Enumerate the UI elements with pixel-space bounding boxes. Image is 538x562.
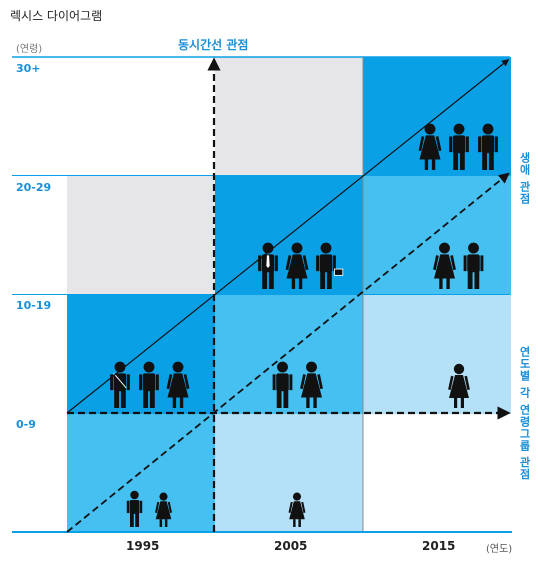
- figure-man-phone: [272, 361, 293, 408]
- cell-r0-c1: [215, 414, 363, 533]
- figure-group-0: [126, 490, 172, 527]
- age-axis-unit: (연령): [16, 44, 43, 55]
- diagram-title: 렉시스 다이어그램: [10, 9, 103, 23]
- age-label-20-29: 20-29: [16, 181, 52, 194]
- cell-r1-c1: [215, 295, 363, 414]
- year-label-2015: 2015: [422, 539, 456, 553]
- figure-man-tie: [258, 242, 278, 289]
- life-course-diagonal: [66, 59, 510, 414]
- figure-woman: [418, 123, 442, 170]
- figure-student-backpack: [139, 361, 159, 408]
- figure-student-bag: [110, 361, 130, 408]
- figure-boy: [126, 490, 143, 527]
- figure-woman: [285, 242, 309, 289]
- grid-cells: [12, 56, 512, 533]
- cell-r0-c2: [363, 414, 511, 533]
- figure-group-4: [448, 363, 470, 408]
- figure-man-headset: [463, 242, 484, 289]
- axis-lines: [66, 57, 511, 533]
- figure-woman: [166, 361, 190, 408]
- figure-girl: [155, 492, 172, 527]
- birth-cohort-diagonal: [66, 172, 510, 533]
- figure-girl: [288, 492, 306, 527]
- period-perspective-label: 연도별 각 연령그룹 관점: [518, 346, 531, 481]
- figure-group-1: [288, 492, 306, 527]
- figure-icons: [110, 123, 498, 527]
- age-label-30plus: 30+: [16, 62, 41, 75]
- figure-girl-bag: [448, 363, 470, 408]
- figure-group-6: [433, 242, 484, 289]
- cell-r1-c2: [363, 295, 511, 414]
- figure-group-2: [110, 361, 190, 408]
- figure-woman: [433, 242, 456, 289]
- life-perspective-label: 생애 관점: [518, 152, 531, 205]
- figure-group-3: [272, 361, 323, 408]
- cell-r0-c0: [67, 414, 215, 533]
- figure-man: [449, 123, 469, 170]
- cohort-perspective-label: 동시간선 관점: [178, 38, 249, 52]
- figure-woman: [300, 361, 323, 408]
- figure-man-briefcase: [316, 242, 344, 289]
- year-axis-unit: (연도): [486, 544, 513, 555]
- year-label-2005: 2005: [274, 539, 308, 553]
- figure-group-5: [258, 242, 344, 289]
- year-label-1995: 1995: [126, 539, 160, 553]
- age-label-10-19: 10-19: [16, 299, 52, 312]
- figure-group-7: [418, 123, 498, 170]
- cell-r3-c1: [215, 57, 363, 176]
- figure-man: [478, 123, 498, 170]
- cell-r3-c0: [67, 57, 215, 176]
- cell-r2-c0: [67, 176, 215, 295]
- age-label-0-9: 0-9: [16, 418, 36, 431]
